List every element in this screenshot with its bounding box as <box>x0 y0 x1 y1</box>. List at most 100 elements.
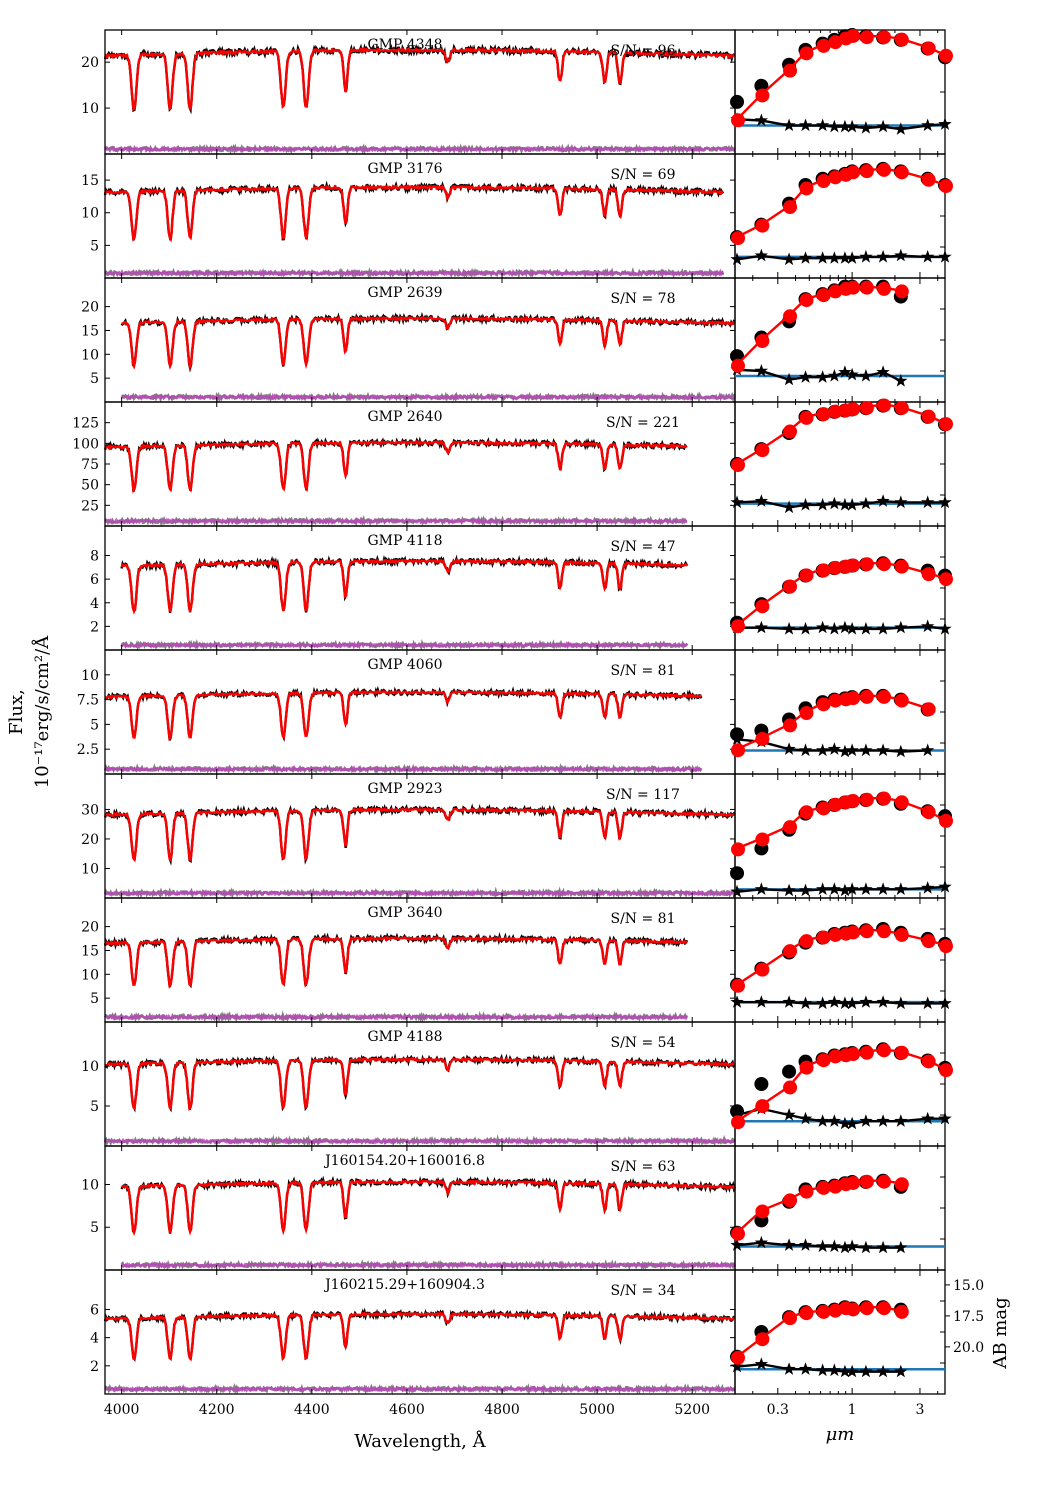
sed-residual-star <box>782 742 796 755</box>
sed-residual-star <box>838 883 852 897</box>
y-tick-label: 10 <box>81 1177 99 1193</box>
sed-model-point <box>846 558 861 573</box>
sed-residual-star <box>782 252 796 266</box>
sed-residual-star <box>894 122 908 135</box>
y-tick-label: 4 <box>90 596 99 612</box>
panel-1: 5 10 15 GMP 3176 S/N = 69 <box>81 153 953 280</box>
sn-label: S/N = 81 <box>610 911 675 927</box>
sed-residual-star <box>921 881 935 894</box>
sed-model-point <box>799 706 814 720</box>
sed-model-point <box>731 619 746 634</box>
sed-residual-star <box>859 249 873 263</box>
panel-5: 2.5 5 7.5 10 GMP 4060 S/N = 81 <box>77 649 946 775</box>
panel-title: GMP 2639 <box>367 285 442 301</box>
sed-model-point <box>816 1053 831 1068</box>
y-tick-label: 75 <box>81 457 99 473</box>
sed-residual-star <box>845 1116 859 1130</box>
sed-residual-star <box>754 882 768 895</box>
panel-title: GMP 4348 <box>367 37 442 53</box>
panel-title: GMP 3176 <box>367 161 442 177</box>
model-spectrum-line <box>104 439 688 494</box>
y-tick-label: 125 <box>72 416 99 432</box>
sed-residual-star <box>827 995 841 1008</box>
sed-model-point <box>859 1174 874 1189</box>
sed-residual-star <box>816 1239 830 1253</box>
sed-residual-star <box>876 743 890 757</box>
sed-residual-star <box>782 883 796 897</box>
sed-residual-star <box>838 251 852 264</box>
residual-line <box>104 516 688 526</box>
y-tick-label: 20 <box>81 832 99 848</box>
sed-model-point <box>783 309 798 324</box>
sed-model-point <box>859 164 874 179</box>
sed-residual-star <box>730 995 744 1008</box>
sed-model-point <box>921 41 936 56</box>
sed-model-point <box>799 1184 814 1199</box>
y-tick-label: 5 <box>90 717 99 733</box>
mag-tick-label: 15.0 <box>953 1278 984 1294</box>
sed-model-point <box>894 1304 909 1319</box>
sed-residual-star <box>754 620 768 634</box>
sed-residual-star <box>845 996 859 1010</box>
model-spectrum-line <box>104 1311 735 1362</box>
y-tick-label: 2.5 <box>77 742 99 758</box>
sed-model-point <box>828 170 843 185</box>
sed-model-point <box>828 797 843 812</box>
sed-residual-star <box>816 251 830 264</box>
sed-model-point <box>783 63 798 78</box>
sed-residual-star <box>827 251 841 264</box>
observed-spectrum-line <box>103 1307 735 1362</box>
sed-model-point <box>731 1115 746 1130</box>
sed-residual-star <box>921 249 935 263</box>
sed-model-point <box>828 693 843 708</box>
sed-observed-point <box>730 1104 745 1119</box>
sed-residual-star <box>798 370 813 383</box>
sed-residual-star <box>827 882 841 895</box>
sed-model-point <box>816 1304 831 1319</box>
model-spectrum-line <box>121 315 736 372</box>
sed-residual-star <box>838 365 852 378</box>
panel-title: GMP 2640 <box>367 409 442 425</box>
sed-model-point <box>877 791 892 806</box>
sed-residual-star <box>845 743 859 757</box>
sed-model-point <box>799 568 814 583</box>
sed-residual-star <box>938 117 952 130</box>
observed-spectrum-line <box>103 180 725 241</box>
sed-model-point <box>816 38 831 53</box>
sed-model-point <box>859 689 874 704</box>
sed-model-point <box>816 930 831 945</box>
y-tick-label: 10 <box>81 1059 99 1075</box>
sed-model-point <box>828 1049 843 1064</box>
sed-residual-star <box>754 113 768 127</box>
residual-line <box>104 1012 688 1022</box>
sed-residual-star <box>859 995 873 1008</box>
panel-title: GMP 4118 <box>367 533 442 549</box>
sed-residual-star <box>838 1116 852 1130</box>
panel-8: 5 10 GMP 4188 S/N = 54 <box>81 1021 953 1148</box>
sed-residual-star <box>827 369 841 382</box>
sed-residual-star <box>894 620 908 634</box>
sed-residual-star <box>798 1238 813 1251</box>
panel-title: GMP 2923 <box>367 781 442 797</box>
sed-residual-star <box>859 1364 873 1378</box>
mag-tick-label: 17.5 <box>953 1309 984 1325</box>
y-tick-label: 20 <box>81 300 99 316</box>
sed-model-point <box>828 1303 843 1318</box>
sed-model-point <box>755 832 770 847</box>
y-tick-label: 10 <box>81 347 99 363</box>
sed-model-point <box>799 181 814 196</box>
sed-residual-star <box>938 879 952 893</box>
sed-residual-star <box>859 496 873 510</box>
sed-model-point <box>921 805 936 820</box>
panel-10: 2 4 6 J160215.29+160904.3 S/N = 34 <box>90 1269 946 1396</box>
sed-model-point <box>731 842 746 857</box>
y-tick-label: 15 <box>81 323 99 339</box>
panel-title: J160154.20+160016.8 <box>323 1153 485 1169</box>
sed-model-point <box>828 560 843 575</box>
sed-model-point <box>816 563 831 578</box>
sed-residual-star <box>816 1363 830 1377</box>
residual-line <box>120 1260 737 1270</box>
sn-label: S/N = 54 <box>610 1035 675 1051</box>
sed-x-tick-label: 0.3 <box>767 1402 789 1418</box>
sed-model-point <box>828 404 843 419</box>
